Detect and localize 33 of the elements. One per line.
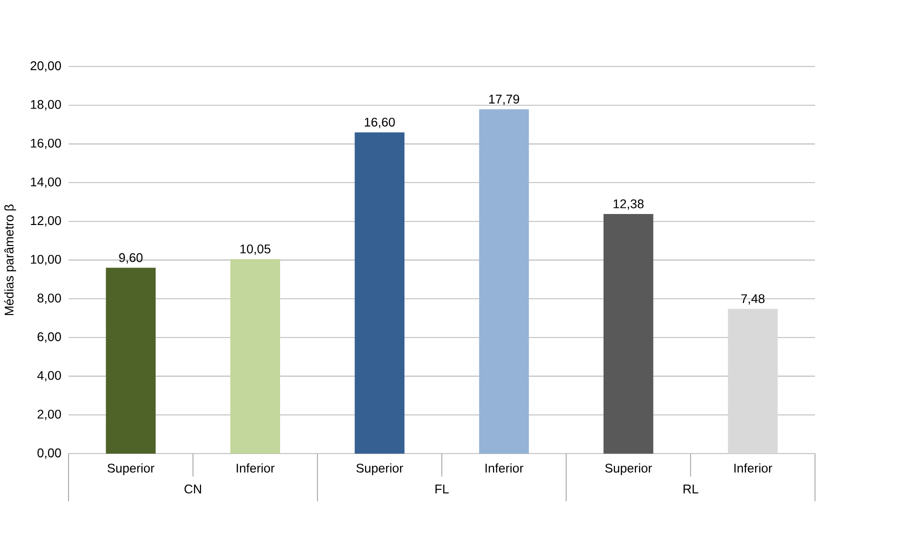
y-tick-label: 16,00: [30, 138, 61, 150]
bar: [479, 109, 529, 454]
y-tick-label: 6,00: [38, 332, 61, 343]
data-label: 9,60: [119, 253, 143, 264]
data-label: 12,38: [614, 199, 644, 210]
y-axis-title: Médias parâmetro β: [4, 204, 16, 316]
text: FL: [435, 484, 449, 494]
text: CN: [184, 484, 202, 494]
data-label: 7,48: [741, 294, 765, 305]
bar: [106, 268, 156, 454]
text: RL: [684, 484, 698, 494]
y-tick-label: 2,00: [38, 410, 61, 420]
bar: [230, 259, 280, 454]
y-tick-label: 0,00: [38, 448, 61, 459]
y-tick-label: 20,00: [30, 61, 61, 72]
data-label: 10,05: [240, 244, 270, 255]
y-tick-label: 8,00: [38, 294, 61, 304]
x-tick-label: Superior: [605, 463, 652, 476]
x-tick-label: Inferior: [486, 463, 524, 473]
x-tick-label: Superior: [108, 463, 154, 476]
y-tick-label: 10,00: [30, 254, 61, 266]
y-tick-label: 14,00: [30, 177, 61, 188]
bar: [604, 214, 654, 454]
x-tick-label: Superior: [356, 463, 404, 476]
bar: [728, 308, 778, 454]
x-tick-label: Inferior: [236, 463, 275, 473]
y-tick-label: 12,00: [30, 216, 61, 227]
data-label: 17,79: [489, 94, 520, 106]
y-tick-label: 18,00: [30, 100, 61, 110]
x-tick-label: Inferior: [734, 463, 772, 473]
bar: [354, 132, 404, 454]
y-tick-label: 4,00: [37, 371, 61, 382]
data-label: 16,60: [364, 118, 395, 128]
